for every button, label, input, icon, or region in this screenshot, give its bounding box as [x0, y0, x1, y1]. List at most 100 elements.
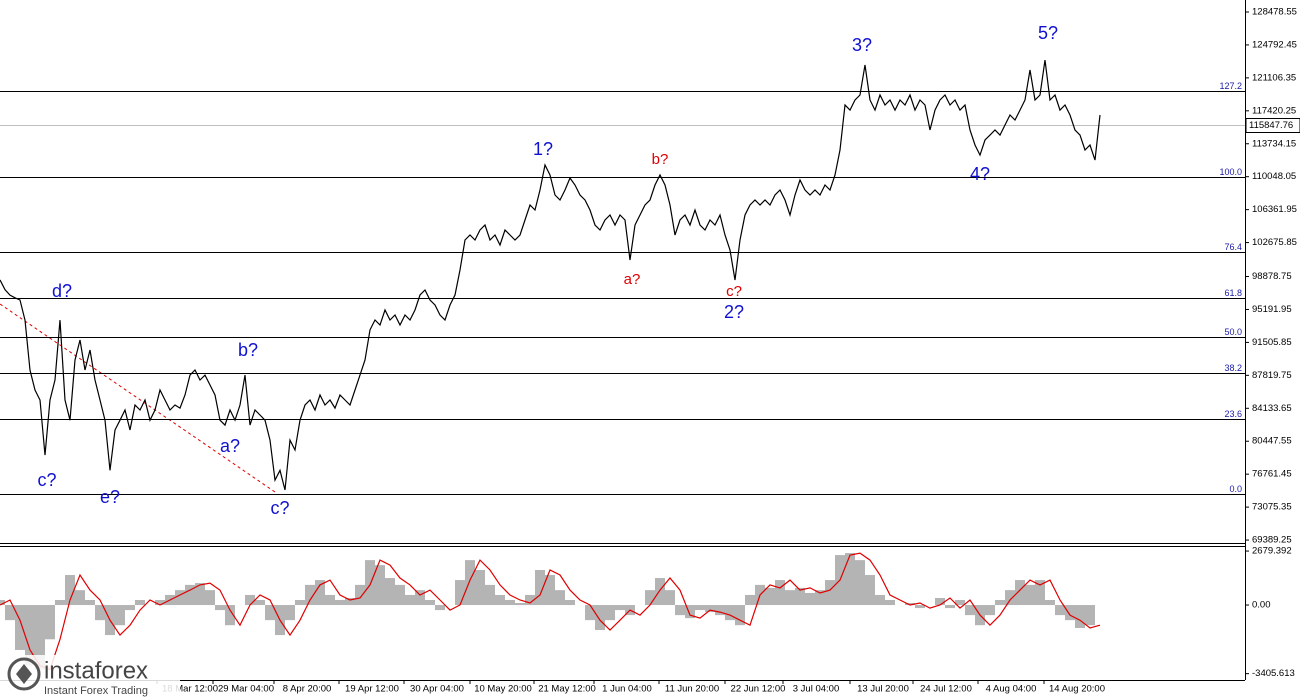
- x-tick-label: 21 May 12:00: [538, 684, 596, 695]
- y-tick-label: 73075.35: [1252, 502, 1292, 513]
- histogram-bar: [415, 590, 425, 606]
- histogram-bar: [515, 603, 525, 606]
- histogram-bar: [255, 600, 265, 606]
- y-tick-label: 128478.55: [1252, 7, 1297, 18]
- y-tick-label: 102675.85: [1252, 237, 1297, 248]
- fib-label: 38.2: [1224, 363, 1242, 373]
- histogram-bar: [265, 605, 275, 621]
- histogram-bar: [645, 590, 655, 606]
- wave-label: d?: [52, 281, 72, 301]
- y-tick-label: 76761.45: [1252, 469, 1292, 480]
- x-tick-label: 13 Jul 20:00: [857, 684, 909, 695]
- histogram-bar: [585, 605, 595, 621]
- histogram-bar: [955, 600, 965, 606]
- y-tick-label: 98878.75: [1252, 271, 1292, 282]
- x-tick-label: 24 Jul 12:00: [920, 684, 972, 695]
- x-tick-label: 8 Apr 20:00: [283, 684, 332, 695]
- histogram-bar: [615, 605, 625, 611]
- histogram-bar: [385, 578, 395, 606]
- y-tick-label: 84133.65: [1252, 403, 1292, 414]
- logo-icon: [16, 664, 32, 684]
- histogram-bar: [1055, 605, 1065, 616]
- x-tick-label: 30 Apr 04:00: [410, 684, 464, 695]
- histogram-bar: [555, 590, 565, 606]
- histogram-bar: [765, 587, 775, 606]
- histogram-bar: [465, 560, 475, 606]
- y-tick-label: -3405.613: [1252, 668, 1295, 679]
- histogram-bar: [565, 600, 575, 606]
- fib-label: 127.2: [1219, 81, 1242, 91]
- x-tick-label: 1 Jun 04:00: [602, 684, 652, 695]
- wave-label: 5?: [1038, 23, 1058, 43]
- histogram-bar: [985, 605, 995, 616]
- wave-label: 4?: [970, 164, 990, 184]
- histogram-bar: [245, 594, 255, 606]
- y-tick-label: 0.00: [1252, 600, 1271, 611]
- histogram-bar: [1045, 600, 1055, 606]
- fib-label: 61.8: [1224, 288, 1242, 298]
- logo: instaforex Instant Forex Trading: [0, 655, 180, 700]
- fib-label: 76.4: [1224, 242, 1242, 252]
- histogram-bar: [405, 594, 415, 606]
- histogram-bar: [785, 590, 795, 606]
- fib-label: 50.0: [1224, 327, 1242, 337]
- histogram-bar: [655, 578, 665, 606]
- y-tick-label: 121106.35: [1252, 72, 1296, 83]
- x-tick-label: 18 Mar 12:00: [162, 684, 218, 695]
- histogram-bar: [375, 565, 385, 606]
- histogram-bar: [15, 605, 25, 650]
- y-tick-label: 95191.95: [1252, 304, 1292, 315]
- histogram-bar: [855, 560, 865, 606]
- histogram-bar: [705, 605, 715, 613]
- y-tick-label: 124792.45: [1252, 39, 1297, 50]
- histogram-bar: [135, 600, 145, 606]
- histogram-bar: [1075, 605, 1085, 629]
- x-tick-label: 11 Jun 20:00: [665, 684, 719, 695]
- histogram-bar: [315, 580, 325, 606]
- wave-label: b?: [652, 151, 669, 168]
- histogram-bar: [915, 605, 925, 609]
- y-tick-label: 113734.15: [1252, 138, 1296, 149]
- price-line: [0, 60, 1101, 491]
- histogram-bar: [605, 605, 615, 621]
- histogram-bar: [115, 605, 125, 626]
- histogram-bar: [65, 575, 75, 606]
- histogram-bar: [1065, 605, 1075, 621]
- fib-label: 100.0: [1219, 167, 1242, 177]
- fib-label: 23.6: [1224, 409, 1242, 419]
- histogram-bar: [945, 605, 955, 609]
- x-tick-label: 10 May 20:00: [474, 684, 532, 695]
- histogram-bar: [1015, 580, 1025, 606]
- histogram-bar: [95, 605, 105, 621]
- histogram-bar: [715, 605, 725, 616]
- wave-label: b?: [238, 340, 258, 360]
- histogram-bar: [1005, 590, 1015, 606]
- histogram-bar: [195, 583, 205, 606]
- wave-label: c?: [37, 470, 56, 490]
- histogram-bar: [935, 597, 945, 606]
- histogram-bar: [435, 605, 445, 611]
- logo-tagline: Instant Forex Trading: [44, 685, 148, 697]
- histogram-bar: [595, 605, 605, 631]
- histogram-bar: [75, 590, 85, 606]
- histogram-bar: [475, 569, 485, 606]
- histogram-bar: [685, 605, 695, 619]
- histogram-bar: [5, 605, 15, 621]
- logo-icon: [7, 657, 41, 691]
- histogram-bar: [545, 575, 555, 606]
- y-tick-label: 110048.05: [1252, 171, 1296, 182]
- histogram-bar: [775, 580, 785, 606]
- y-tick-label: 117420.25: [1252, 105, 1296, 116]
- histogram-bar: [285, 605, 295, 621]
- y-tick-label: 2679.392: [1252, 546, 1292, 557]
- histogram-bar: [45, 605, 55, 640]
- histogram-bar: [85, 600, 95, 606]
- histogram-bar: [295, 600, 305, 606]
- histogram-bar: [1025, 584, 1035, 606]
- wave-label: e?: [100, 487, 120, 507]
- fib-label: 0.0: [1229, 484, 1242, 494]
- histogram-bar: [1085, 605, 1095, 626]
- histogram-bar: [735, 605, 745, 626]
